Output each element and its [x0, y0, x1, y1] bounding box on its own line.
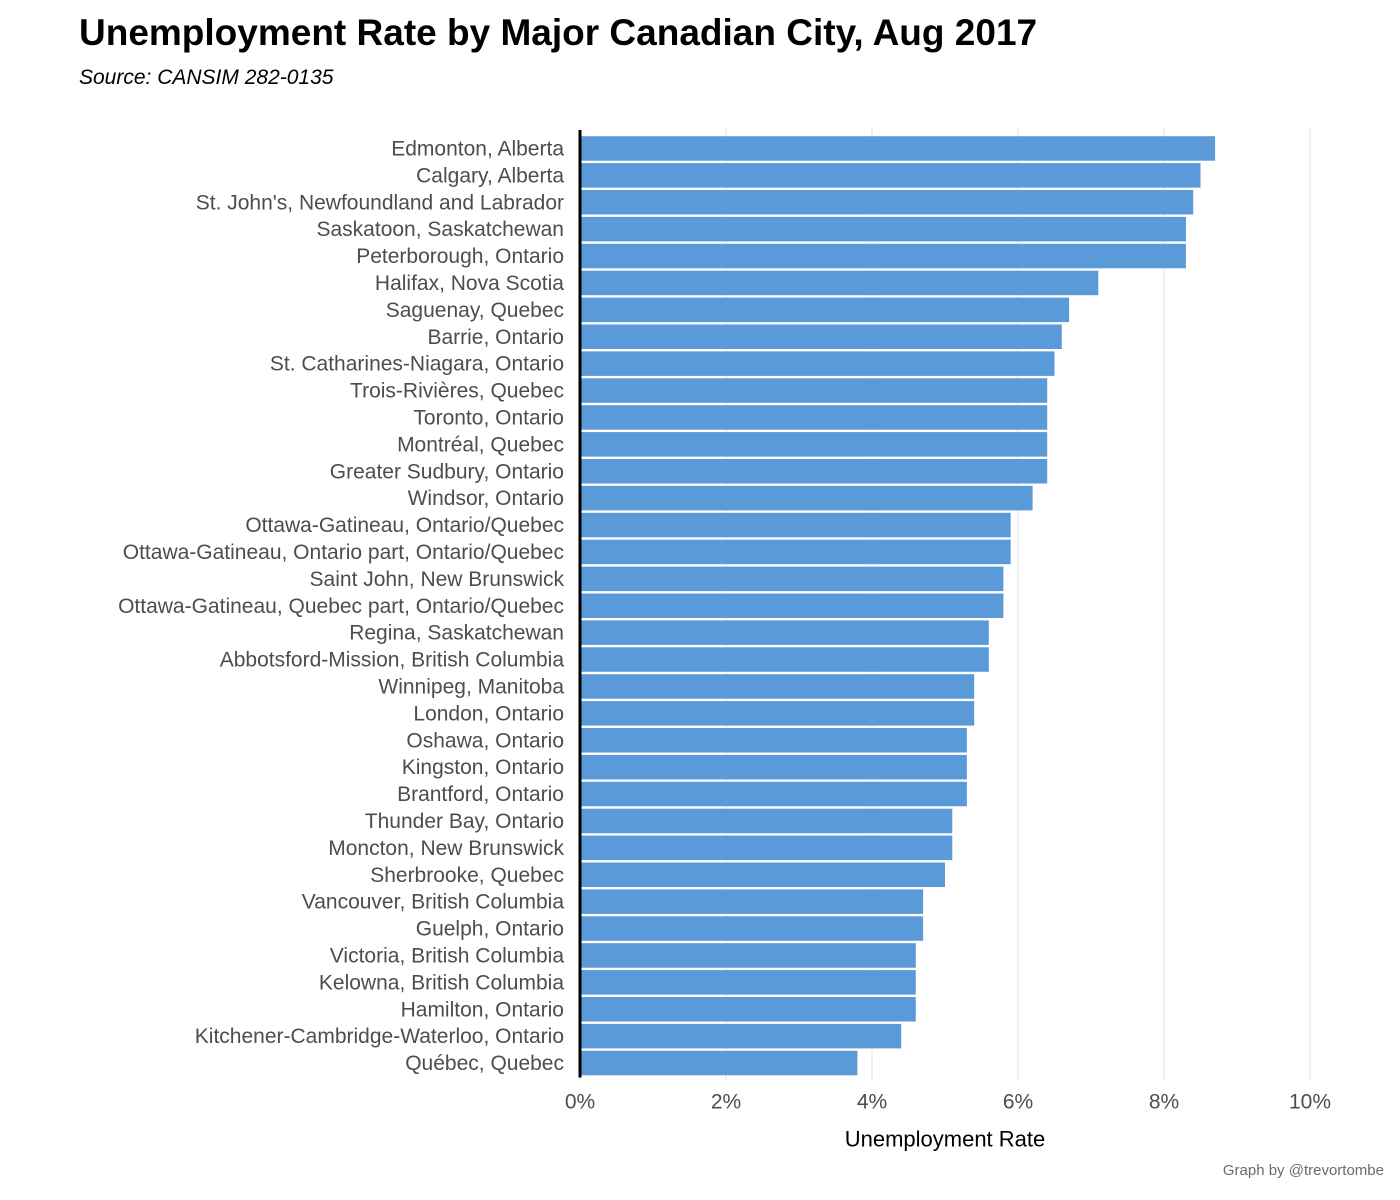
category-label: St. John's, Newfoundland and Labrador: [196, 191, 564, 214]
category-label: Peterborough, Ontario: [356, 245, 564, 268]
bar: [580, 405, 1048, 430]
category-label: St. Catharines-Niagara, Ontario: [270, 353, 564, 376]
bar: [580, 620, 989, 645]
chart-title: Unemployment Rate by Major Canadian City…: [79, 12, 1038, 53]
credit-text: Graph by @trevortombe: [1222, 1162, 1384, 1179]
x-tick-label: 0%: [565, 1091, 595, 1114]
category-label: Ottawa-Gatineau, Ontario/Quebec: [245, 514, 564, 537]
category-labels: Edmonton, Alberta Calgary, Alberta St. Joh…: [118, 137, 564, 1075]
bar: [580, 889, 924, 914]
bar: [580, 970, 916, 995]
bar: [580, 943, 916, 968]
bar: [580, 916, 924, 941]
category-label: Kitchener-Cambridge-Waterloo, Ontario: [195, 1025, 564, 1048]
category-label: Greater Sudbury, Ontario: [330, 460, 564, 483]
bar: [580, 485, 1033, 511]
bar: [580, 190, 1194, 215]
category-label: Windsor, Ontario: [408, 487, 564, 510]
bar: [580, 728, 967, 753]
category-label: Saguenay, Quebec: [386, 299, 564, 322]
category-label: Vancouver, British Columbia: [302, 891, 565, 914]
category-label: Québec, Quebec: [405, 1052, 564, 1075]
category-label: Abbotsford-Mission, British Columbia: [220, 649, 565, 672]
chart-subtitle: Source: CANSIM 282-0135: [79, 66, 334, 89]
x-tick-label: 8%: [1149, 1091, 1179, 1114]
bar: [580, 674, 975, 699]
bar: [580, 297, 1070, 323]
x-tick-label: 4%: [857, 1091, 887, 1114]
x-tick-label: 6%: [1003, 1091, 1033, 1114]
bar: [580, 136, 1216, 161]
category-label: Calgary, Alberta: [416, 164, 564, 187]
category-label: London, Ontario: [413, 702, 564, 725]
bar: [580, 997, 916, 1022]
bar: [580, 862, 945, 887]
bar: [580, 835, 953, 861]
x-tick-label: 10%: [1289, 1091, 1331, 1114]
bar: [580, 351, 1055, 376]
bar: [580, 593, 1004, 618]
bar: [580, 432, 1048, 457]
bar: [580, 270, 1099, 296]
bar: [580, 647, 989, 672]
bar: [580, 539, 1011, 565]
x-tick-label: 2%: [711, 1091, 741, 1114]
bar: [580, 781, 967, 807]
bar: [580, 1023, 902, 1049]
category-label: Ottawa-Gatineau, Quebec part, Ontario/Qu…: [118, 595, 564, 618]
bar: [580, 378, 1048, 403]
category-label: Toronto, Ontario: [413, 406, 564, 429]
category-label: Halifax, Nova Scotia: [375, 272, 564, 295]
category-label: Victoria, British Columbia: [330, 944, 565, 967]
bar: [580, 216, 1186, 242]
bar: [580, 163, 1201, 188]
category-label: Regina, Saskatchewan: [349, 622, 564, 645]
category-label: Kingston, Ontario: [402, 756, 564, 779]
category-label: Thunder Bay, Ontario: [365, 810, 564, 833]
category-label: Saskatoon, Saskatchewan: [317, 218, 565, 241]
bar: [580, 701, 975, 726]
bar: [580, 1050, 858, 1076]
bar: [580, 512, 1011, 538]
category-label: Saint John, New Brunswick: [310, 568, 565, 591]
bar: [580, 459, 1048, 484]
category-label: Winnipeg, Manitoba: [378, 675, 564, 698]
category-label: Sherbrooke, Quebec: [370, 864, 564, 887]
category-label: Montréal, Quebec: [397, 433, 564, 456]
category-label: Ottawa-Gatineau, Ontario part, Ontario/Q…: [123, 541, 564, 564]
category-label: Oshawa, Ontario: [406, 729, 564, 752]
bar: [580, 243, 1186, 269]
category-label: Edmonton, Alberta: [391, 137, 564, 160]
category-label: Brantford, Ontario: [397, 783, 564, 806]
bar: [580, 566, 1004, 592]
x-axis-ticks: 0% 2% 4% 6% 8% 10%: [565, 1091, 1331, 1114]
category-label: Hamilton, Ontario: [401, 998, 564, 1021]
bar: [580, 754, 967, 780]
bar: [580, 808, 953, 834]
bar: [580, 324, 1062, 349]
x-axis-title: Unemployment Rate: [845, 1127, 1046, 1152]
category-label: Barrie, Ontario: [427, 326, 564, 349]
category-label: Kelowna, British Columbia: [319, 971, 564, 994]
category-label: Trois-Rivières, Quebec: [350, 380, 564, 403]
bars: [580, 136, 1216, 1076]
category-label: Moncton, New Brunswick: [328, 837, 564, 860]
category-label: Guelph, Ontario: [416, 918, 564, 941]
